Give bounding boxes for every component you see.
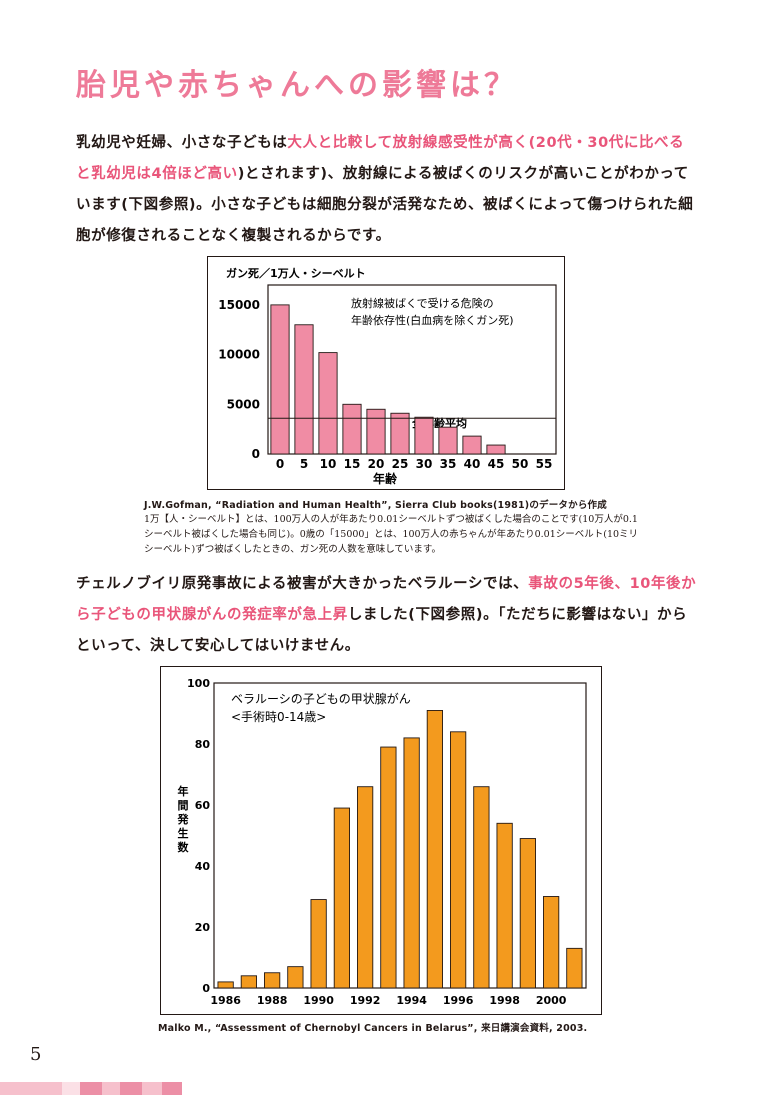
chart1-xtick-1: 5: [300, 457, 308, 471]
chart1-ytick-2: 10000: [218, 348, 260, 362]
chart2-ylabel-char-0: 年: [178, 784, 189, 798]
chart2-bar-2001: [566, 947, 583, 989]
chart2-bar-1988: [264, 972, 281, 989]
chart-belarus-thyroid-cancer: ベラルーシの子どもの甲状腺がん <手術時0-14歳> 0 20 40 60 80 100 年…: [160, 666, 602, 1015]
chart1-ytick-1: 5000: [227, 397, 260, 411]
chart1-xtick-4: 20: [368, 457, 385, 471]
chart2-bar-1997: [473, 786, 490, 989]
chart2-bar-1989: [287, 966, 304, 989]
chart1-bar-15: [342, 403, 362, 455]
chart2-bar-1993: [380, 746, 397, 989]
chart1-bar-40: [462, 435, 482, 455]
chart1-plot-area: [267, 284, 557, 455]
chart2-bar-2000: [543, 896, 560, 989]
chart1-ytick-3: 15000: [218, 298, 260, 312]
paragraph-1-highlight: 大人と比較して放射線感受性が高く(20代・30代に比べると乳幼児は4倍ほど高い: [76, 135, 685, 182]
chart2-bar-1992: [357, 786, 374, 989]
chart2-xtick-3: 1992: [350, 994, 381, 1007]
chart2-ytick-2: 40: [195, 860, 211, 873]
footer-band-6: [142, 1082, 162, 1095]
chart1-ytick-0: 0: [252, 447, 260, 461]
chart2-ytick-1: 20: [195, 921, 211, 934]
chart2-bar-1995: [426, 710, 443, 989]
page-number: 5: [30, 1044, 42, 1065]
chart2-xtick-0: 1986: [210, 994, 241, 1007]
footer-band-4: [102, 1082, 120, 1095]
chart1-xtick-11: 55: [536, 457, 553, 471]
chart1-subtitle: 年齢依存性(白血病を除くガン死): [351, 313, 514, 327]
chart1-xtick-7: 35: [440, 457, 457, 471]
chart2-xtick-1: 1988: [257, 994, 288, 1007]
paragraph-2-text-2: しました(下図参照)。「ただちに影響はない」からといって、決して安心してはいけま…: [76, 607, 688, 654]
chart1-note: 1万【人・シーベルト】とは、100万人の人が年あたり0.01シーベルトずつ被ばく…: [144, 514, 639, 555]
chart-cancer-risk-by-age: ガン死／1万人・シーベルト 放射線被ばくで受ける危険の 年齢依存性(白血病を除く…: [207, 256, 565, 490]
chart1-bar-25: [390, 412, 410, 455]
chart1-xtick-9: 45: [488, 457, 505, 471]
chart-cancer-risk-svg: ガン死／1万人・シーベルト 放射線被ばくで受ける危険の 年齢依存性(白血病を除く…: [218, 266, 557, 486]
chart2-plot-area: [213, 682, 587, 989]
chart2-xtick-4: 1994: [396, 994, 427, 1007]
chart2-bar-1996: [450, 731, 467, 989]
chart1-bar-10: [318, 352, 338, 455]
chart2-bar-1999: [519, 838, 536, 989]
chart1-ylabel: ガン死／1万人・シーベルト: [226, 266, 366, 280]
chart2-ytick-5: 100: [187, 677, 210, 690]
chart2-bar-1986: [217, 981, 234, 989]
chart2-ytick-4: 80: [195, 738, 211, 751]
footer-band-3: [80, 1082, 102, 1095]
paragraph-2-highlight: 事故の5年後、10年後から子どもの甲状腺がんの発症率が急上昇: [76, 576, 697, 623]
footer-band-2: [62, 1082, 80, 1095]
paragraph-2: チェルノブイリ原発事故による被害が大きかったベラルーシでは、事故の5年後、10年…: [76, 569, 698, 662]
chart2-xtick-7: 2000: [536, 994, 567, 1007]
paragraph-1-text: 乳幼児や妊婦、小さな子どもは: [76, 135, 288, 151]
chart2-source: Malko M., “Assessment of Chernobyl Cance…: [158, 1023, 588, 1034]
chart1-source: J.W.Gofman, “Radiation and Human Health”…: [144, 500, 607, 511]
chart1-title: 放射線被ばくで受ける危険の: [351, 296, 494, 310]
chart-thyroid-svg: ベラルーシの子どもの甲状腺がん <手術時0-14歳> 0 20 40 60 80 100 年…: [177, 677, 587, 1007]
chart2-ylabel-char-3: 生: [178, 826, 189, 840]
chart1-xtick-2: 10: [320, 457, 337, 471]
chart2-ytick-3: 60: [195, 799, 211, 812]
chart1-bar-35: [438, 426, 458, 455]
chart2-ylabel-char-1: 間: [178, 799, 189, 812]
chart1-bar-0: [270, 304, 290, 455]
chart1-bar-45: [486, 444, 506, 455]
chart1-xtick-10: 50: [512, 457, 529, 471]
chart2-bar-1991: [333, 807, 350, 989]
page-title: 胎児や赤ちゃんへの影響は？: [76, 68, 518, 103]
chart2-ytick-0: 0: [202, 982, 210, 995]
chart2-xtick-6: 1998: [489, 994, 520, 1007]
chart1-xtick-0: 0: [276, 457, 284, 471]
chart2-bar-1990: [310, 899, 327, 989]
paragraph-1-text-2: )とされます)、放射線による被ばくのリスクが高いことがわかっています(下図参照)…: [76, 166, 694, 244]
chart1-bar-5: [294, 324, 314, 455]
chart2-title: ベラルーシの子どもの甲状腺がん: [231, 691, 411, 706]
chart1-xtick-8: 40: [464, 457, 481, 471]
paragraph-2-text: チェルノブイリ原発事故による被害が大きかったベラルーシでは、: [76, 576, 529, 592]
chart2-bar-1998: [496, 822, 513, 989]
chart2-xtick-2: 1990: [303, 994, 334, 1007]
chart2-ylabel-char-4: 数: [178, 840, 190, 854]
chart2-subtitle: <手術時0-14歳>: [231, 710, 326, 724]
chart2-bar-1987: [240, 975, 257, 989]
chart2-xtick-5: 1996: [443, 994, 474, 1007]
chart1-xtick-5: 25: [392, 457, 409, 471]
paragraph-1: 乳幼児や妊婦、小さな子どもは大人と比較して放射線感受性が高く(20代・30代に比…: [76, 128, 698, 252]
chart2-bar-1994: [403, 737, 420, 989]
footer-band-7: [162, 1082, 182, 1095]
chart1-bar-20: [366, 408, 386, 455]
footer-band-5: [120, 1082, 142, 1095]
chart1-xtick-3: 15: [344, 457, 361, 471]
chart2-ylabel-char-2: 発: [177, 812, 190, 826]
chart1-xtick-6: 30: [416, 457, 433, 471]
footer-band-1: [0, 1082, 62, 1095]
chart1-xlabel: 年齢: [373, 471, 398, 486]
chart1-bar-30: [414, 416, 434, 455]
